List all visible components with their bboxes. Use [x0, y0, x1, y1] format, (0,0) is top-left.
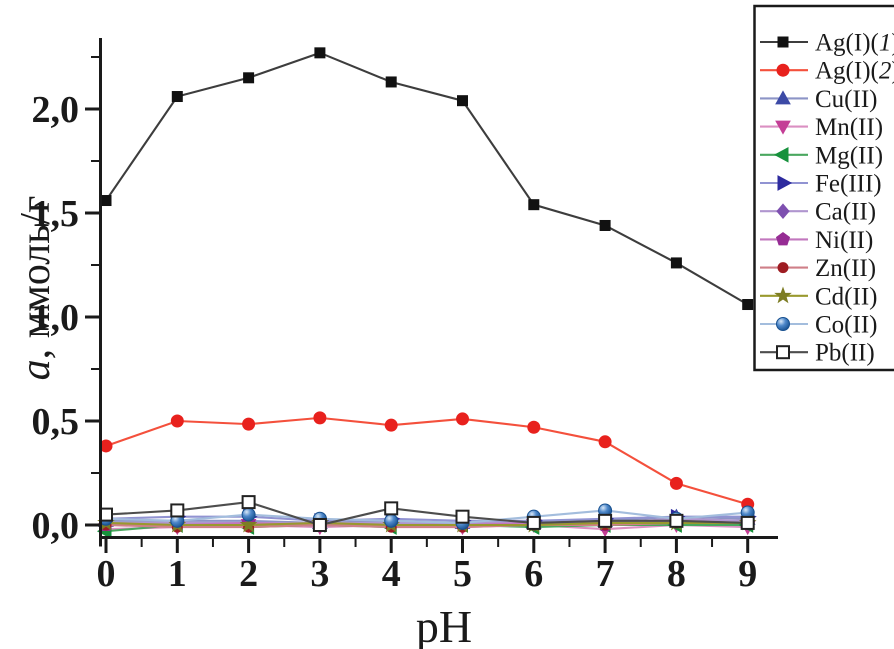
x-tick-label: 0	[97, 553, 116, 595]
data-point-marker	[100, 195, 112, 207]
data-point-marker	[170, 414, 184, 428]
x-tick-label: 2	[239, 553, 258, 595]
data-point-marker	[670, 257, 682, 269]
data-point-marker	[776, 63, 790, 77]
data-point-marker	[774, 286, 792, 304]
data-point-marker	[384, 513, 399, 528]
legend-label: Ca(II)	[815, 199, 876, 226]
series-line	[105, 509, 748, 524]
x-tick-label: 9	[738, 553, 757, 595]
legend-item-agi2: Ag(I)(2)	[760, 58, 894, 85]
x-axis-title: pH	[416, 600, 472, 649]
data-point-marker	[170, 503, 185, 518]
legend-label: Cd(II)	[815, 283, 877, 310]
legend-label: Pb(II)	[815, 340, 875, 367]
data-point-marker	[455, 509, 470, 524]
legend-item-mnii: Mn(II)	[760, 114, 883, 141]
data-point-marker	[243, 72, 255, 84]
legend-item-pbii: Pb(II)	[760, 340, 875, 367]
legend: Ag(I)(1)Ag(I)(2)Cu(II)Mn(II)Mg(II)Fe(III…	[753, 4, 894, 372]
data-point-marker	[456, 412, 469, 426]
data-point-marker	[99, 439, 113, 453]
data-point-marker	[669, 476, 683, 490]
series-pbii	[99, 495, 755, 532]
data-point-marker	[312, 518, 327, 532]
x-axis-title-text: pH	[415, 601, 473, 649]
data-point-marker	[777, 36, 789, 48]
legend-item-coii: Co(II)	[760, 312, 877, 339]
data-point-marker	[775, 231, 791, 246]
data-point-marker	[528, 199, 540, 211]
y-tick-label: 0,0	[32, 505, 80, 547]
axes: 0,0 0,5 1,0 1,5 2,0 0 1 2 3 4 5 6 7 8 9	[32, 38, 778, 595]
y-tick-label: 1,0	[32, 297, 80, 339]
data-point-marker	[775, 90, 791, 105]
data-point-marker	[776, 345, 790, 360]
y-axis-title-units: , ммоль/г	[13, 195, 59, 360]
x-tick-label: 7	[596, 553, 615, 595]
x-tick-label: 3	[310, 553, 329, 595]
x-tick-label: 8	[667, 553, 686, 595]
legend-item-feiii: Fe(III)	[760, 171, 882, 198]
series-line	[105, 51, 749, 306]
data-point-marker	[776, 203, 790, 219]
legend-item-agi1: Ag(I)(1)	[760, 30, 894, 57]
data-point-marker	[384, 501, 399, 516]
legend-label: Ag(I)(1)	[815, 30, 894, 57]
data-point-marker	[598, 513, 613, 528]
data-point-marker	[457, 95, 468, 107]
data-point-marker	[385, 76, 397, 88]
data-point-marker	[742, 299, 754, 311]
data-point-marker	[740, 515, 755, 530]
data-point-marker	[526, 515, 541, 530]
legend-label: Ni(II)	[815, 227, 873, 254]
legend-item-znii: Zn(II)	[760, 255, 876, 282]
data-point-marker	[314, 47, 326, 59]
series-line	[105, 416, 748, 506]
legend-label: Mg(II)	[815, 142, 883, 169]
legend-item-cuii: Cu(II)	[760, 86, 877, 113]
legend-item-niii: Ni(II)	[760, 227, 873, 254]
data-point-marker	[773, 146, 789, 163]
data-point-marker	[239, 515, 258, 533]
data-point-marker	[777, 175, 793, 191]
x-tick-label: 4	[382, 553, 401, 595]
legend-label: Ag(I)(2)	[815, 58, 894, 85]
data-point-marker	[599, 219, 611, 231]
series-agi1	[100, 47, 754, 311]
data-point-marker	[775, 120, 791, 135]
x-tick-label: 1	[168, 553, 187, 595]
series-line	[105, 501, 748, 527]
x-tick-label: 5	[453, 553, 472, 595]
y-tick-label: 1,5	[32, 193, 80, 235]
legend-item-mgii: Mg(II)	[760, 142, 883, 169]
series-line	[105, 521, 748, 527]
legend-item-caii: Ca(II)	[760, 199, 876, 226]
data-point-marker	[776, 317, 790, 331]
data-point-marker	[242, 417, 256, 431]
legend-item-cdii: Cd(II)	[760, 283, 877, 310]
legend-label: Cu(II)	[815, 86, 877, 113]
legend-label: Zn(II)	[815, 255, 876, 282]
y-tick-label: 2,0	[32, 89, 80, 131]
data-point-marker	[598, 435, 612, 449]
y-axis-title-symbol: a	[13, 359, 59, 381]
data-point-marker	[669, 513, 684, 528]
x-tick-label: 6	[524, 553, 543, 595]
data-point-marker	[384, 418, 398, 432]
data-point-marker	[313, 411, 327, 425]
legend-label: Co(II)	[815, 312, 877, 339]
series-agi2	[99, 411, 755, 511]
data-point-marker	[171, 91, 183, 103]
legend-label: Mn(II)	[815, 114, 883, 141]
data-point-marker	[527, 420, 541, 434]
data-point-marker	[241, 495, 256, 510]
data-point-marker	[777, 262, 789, 274]
legend-label: Fe(III)	[815, 171, 882, 198]
y-axis-title: a, ммоль/г	[12, 196, 60, 381]
y-tick-label: 0,5	[32, 401, 80, 443]
data-point-marker	[241, 507, 256, 522]
